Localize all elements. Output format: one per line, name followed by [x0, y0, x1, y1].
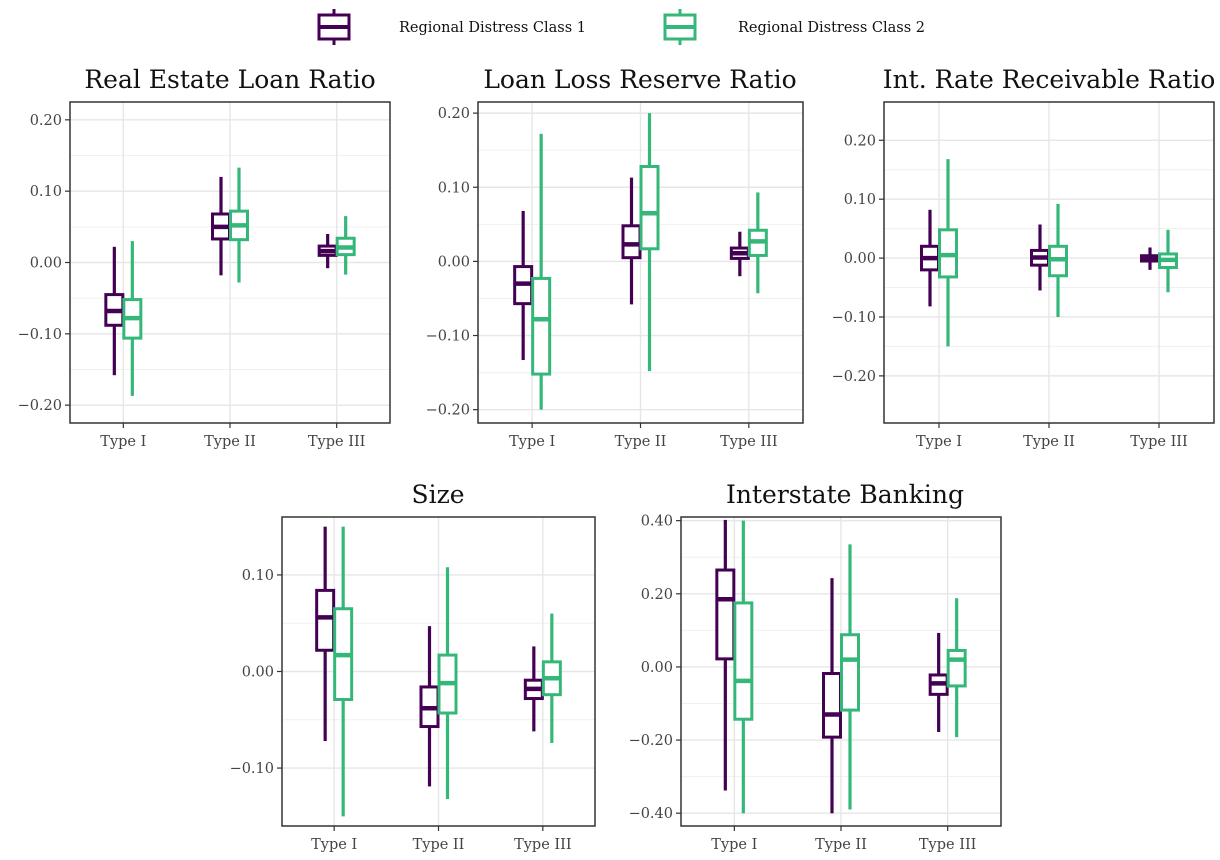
y-tick-label: 0.10: [844, 192, 876, 208]
x-tick-label: Type III: [1130, 434, 1188, 450]
y-tick-label: −0.20: [832, 369, 876, 385]
y-tick-label: −0.20: [426, 403, 470, 419]
x-tick-label: Type I: [509, 434, 555, 450]
panel-title: Int. Rate Receivable Ratio: [883, 65, 1216, 94]
box-class-1: [523, 646, 544, 732]
y-tick-label: 0.00: [242, 665, 274, 681]
panel-5: Interstate Banking 0.40 0.20 0.00 −0.20 −0.40…: [629, 480, 1002, 853]
y-tick-label: −0.10: [18, 327, 62, 343]
box-class-1: [715, 519, 736, 791]
panels: Real Estate Loan Ratio 0.20 0.10 0.00 −0.10 −…: [18, 65, 1216, 853]
iqr-box: [840, 633, 860, 712]
box-class-1: [928, 632, 949, 733]
y-tick-label: 0.10: [242, 568, 274, 584]
box-class-2: [946, 598, 967, 738]
box-class-1: [822, 578, 842, 814]
x-tick-label: Type I: [916, 434, 962, 450]
box-class-2: [1048, 203, 1068, 317]
y-tick-label: 0.20: [844, 133, 876, 149]
x-tick-label: Type II: [815, 837, 867, 853]
box-class-1: [1140, 247, 1160, 270]
box-class-1: [211, 176, 231, 276]
box-class-1: [1030, 224, 1050, 291]
y-tick-label: 0.10: [438, 180, 470, 196]
box-class-1: [621, 177, 642, 305]
x-tick-label: Type II: [1023, 434, 1075, 450]
box-class-2: [229, 167, 249, 283]
y-tick-label: −0.10: [832, 310, 876, 326]
y-tick-label: −0.20: [18, 398, 62, 414]
box-class-1: [513, 210, 534, 360]
legend-key-class-1: [317, 9, 351, 45]
panel-1: Real Estate Loan Ratio 0.20 0.10 0.00 −0.10 −…: [18, 65, 391, 450]
panel-title: Real Estate Loan Ratio: [84, 65, 375, 94]
y-tick-label: 0.00: [844, 251, 876, 267]
y-tick-label: −0.20: [629, 733, 673, 749]
x-tick-label: Type II: [204, 434, 256, 450]
y-tick-label: 0.00: [30, 256, 62, 272]
box-class-1: [419, 626, 440, 787]
box-class-1: [920, 209, 940, 307]
box-class-2: [122, 241, 143, 396]
legend-label-class-1: Regional Distress Class 1: [399, 20, 586, 36]
box-class-1: [317, 233, 338, 269]
panel-title: Size: [411, 480, 464, 509]
box-class-2: [335, 216, 356, 275]
y-tick-label: −0.10: [426, 329, 470, 345]
box-class-2: [747, 192, 768, 294]
box-class-2: [1158, 229, 1178, 293]
legend-label-class-2: Regional Distress Class 2: [738, 20, 925, 36]
y-tick-label: 0.20: [641, 587, 673, 603]
iqr-box: [531, 276, 552, 376]
iqr-box: [715, 568, 736, 661]
y-tick-label: 0.10: [30, 184, 62, 200]
iqr-box: [946, 648, 967, 688]
box-class-2: [938, 159, 958, 347]
panel-4: Size 0.10 0.00 −0.10 Type I Type II Type III: [230, 480, 596, 853]
box-class-2: [639, 113, 660, 372]
box-class-2: [733, 520, 754, 814]
y-tick-label: 0.40: [641, 514, 673, 530]
box-class-2: [840, 544, 860, 810]
iqr-box: [621, 224, 642, 260]
x-tick-label: Type II: [413, 837, 465, 853]
x-tick-label: Type III: [720, 434, 778, 450]
box-class-2: [437, 567, 458, 799]
x-tick-label: Type III: [308, 434, 366, 450]
y-tick-label: −0.40: [629, 806, 673, 822]
x-tick-label: Type I: [100, 434, 146, 450]
x-tick-label: Type III: [919, 837, 977, 853]
panel-title: Interstate Banking: [726, 480, 964, 509]
iqr-box: [315, 588, 336, 652]
y-tick-label: 0.00: [438, 254, 470, 270]
iqr-box: [733, 601, 754, 721]
iqr-box: [822, 672, 842, 739]
box-class-2: [333, 526, 354, 817]
legend-key-class-2: [663, 9, 697, 45]
y-tick-label: 0.20: [30, 113, 62, 129]
iqr-box: [639, 164, 660, 251]
panel-3: Int. Rate Receivable Ratio 0.20 0.10 0.00 −0…: [832, 65, 1216, 450]
box-class-1: [104, 246, 125, 376]
x-tick-label: Type II: [615, 434, 667, 450]
y-tick-label: 0.00: [641, 660, 673, 676]
legend: Regional Distress Class 1 Regional Distr…: [317, 9, 925, 45]
box-class-2: [541, 613, 562, 743]
y-tick-label: −0.10: [230, 761, 274, 777]
box-class-1: [315, 526, 336, 742]
box-class-2: [531, 133, 552, 410]
box-class-1: [729, 231, 750, 277]
x-tick-label: Type I: [711, 837, 757, 853]
panel-title: Loan Loss Reserve Ratio: [483, 65, 796, 94]
x-tick-label: Type III: [514, 837, 572, 853]
x-tick-label: Type I: [311, 837, 357, 853]
y-tick-label: 0.20: [438, 106, 470, 122]
panel-2: Loan Loss Reserve Ratio 0.20 0.10 0.00 −0.10…: [426, 65, 804, 450]
